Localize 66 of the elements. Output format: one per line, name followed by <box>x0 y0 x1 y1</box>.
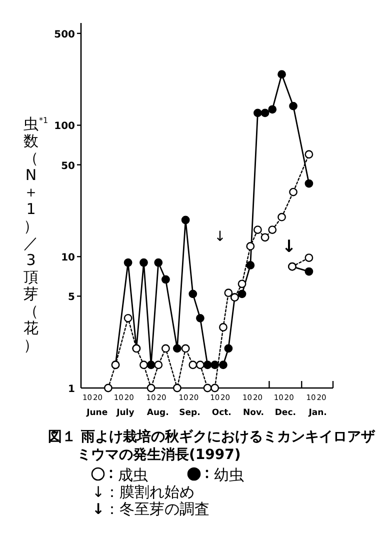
text: 図１ 雨よけ栽培の秋ギクにおけるミカンキイロアザミウマの発生消長(1997) <box>48 428 375 464</box>
point <box>188 360 198 370</box>
annotation: ↓ <box>214 229 226 245</box>
point <box>124 258 132 267</box>
point <box>124 314 132 322</box>
point <box>104 384 112 392</box>
point <box>196 360 204 370</box>
point <box>304 254 314 262</box>
text: June <box>86 408 108 418</box>
point <box>173 344 182 353</box>
y-tick-label: 10 <box>61 252 76 264</box>
text: Nov. <box>243 408 264 418</box>
text: Jan. <box>308 408 327 418</box>
point <box>140 360 148 370</box>
point <box>203 384 212 392</box>
text: ↓：冬至芽の調査 <box>92 500 210 518</box>
point <box>254 226 262 234</box>
point <box>161 275 170 284</box>
annotation: ↓ <box>282 237 296 257</box>
point <box>278 212 286 222</box>
point <box>304 179 314 188</box>
y-tick-label: 100 <box>54 121 76 132</box>
point <box>268 226 277 234</box>
point <box>304 267 314 276</box>
point <box>181 344 190 353</box>
point <box>154 258 163 267</box>
point <box>224 344 233 353</box>
text: Oct. <box>212 408 232 418</box>
text: Aug. <box>146 408 169 418</box>
point <box>238 280 246 288</box>
point <box>254 108 262 118</box>
point <box>140 258 148 267</box>
point <box>246 242 255 250</box>
text: Dec. <box>274 408 296 418</box>
point <box>224 288 233 298</box>
point <box>173 384 182 392</box>
point <box>289 102 298 110</box>
point <box>161 344 170 353</box>
point <box>289 188 298 196</box>
legend-label: 成虫 <box>118 466 148 484</box>
point <box>210 384 220 392</box>
point <box>203 360 212 370</box>
text: ↓：膜割れ始め <box>92 483 195 501</box>
text: Sep. <box>179 408 200 418</box>
point <box>210 360 220 370</box>
y-tick-label: 50 <box>61 160 76 172</box>
y-tick-label: 500 <box>54 29 76 40</box>
point <box>146 384 156 392</box>
point <box>260 233 270 242</box>
point <box>304 150 314 159</box>
point <box>219 360 228 370</box>
point <box>260 108 270 118</box>
y-tick-label: 5 <box>68 292 76 304</box>
y-tick-label: 1 <box>68 384 76 395</box>
point <box>154 360 163 370</box>
point <box>146 360 156 370</box>
point <box>268 105 277 114</box>
point <box>196 314 204 322</box>
text: July <box>116 408 135 418</box>
point <box>188 290 198 298</box>
point <box>219 323 228 332</box>
point <box>238 290 246 298</box>
legend-label: 幼虫 <box>214 466 244 484</box>
point <box>278 70 286 79</box>
point <box>181 216 190 224</box>
point <box>246 261 255 270</box>
